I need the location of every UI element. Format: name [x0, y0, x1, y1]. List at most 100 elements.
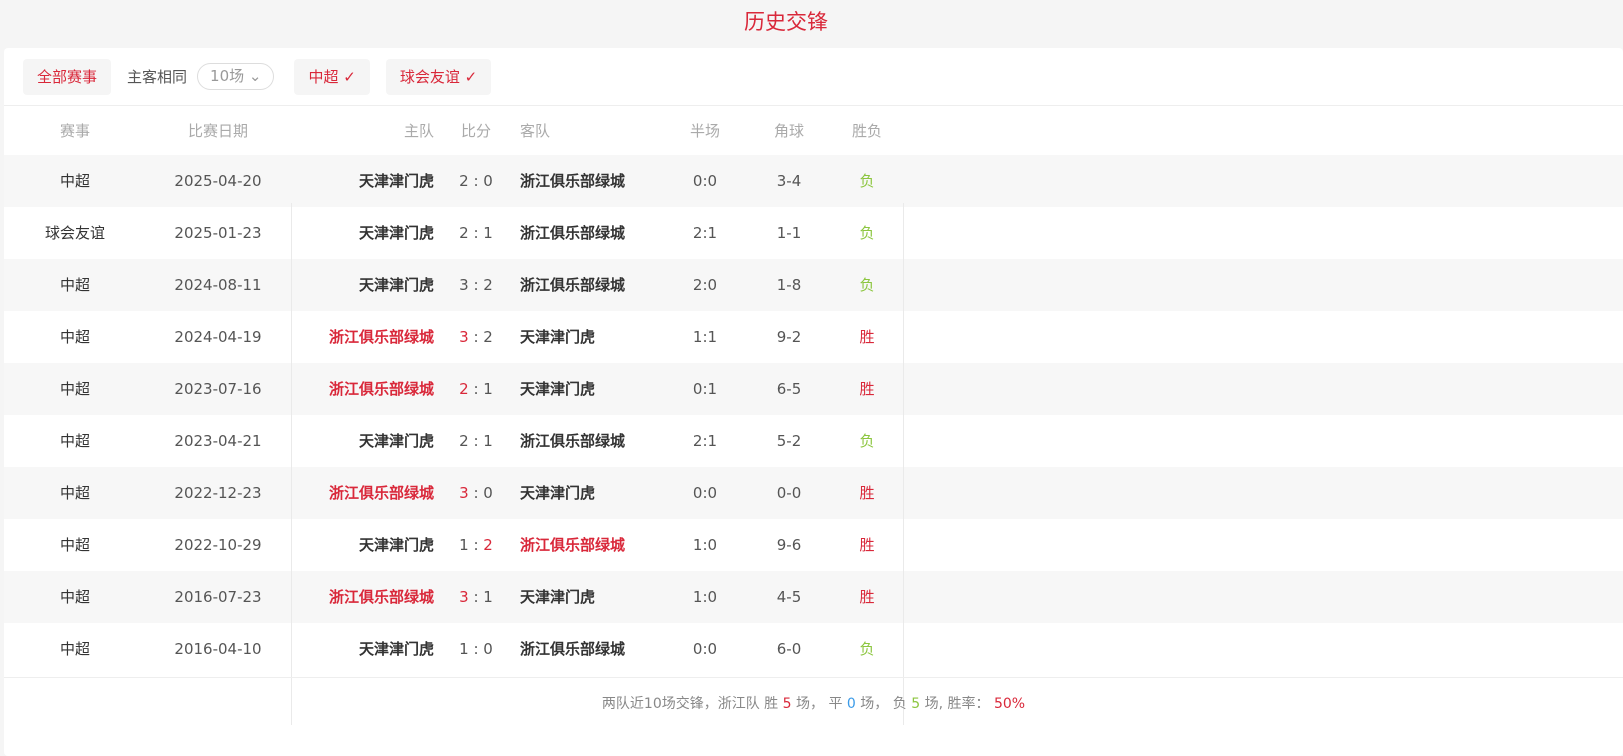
- half-cell: 2:1: [692, 224, 718, 242]
- home-team-cell: 天津津门虎: [358, 536, 434, 554]
- home-team-cell: 浙江俱乐部绿城: [328, 484, 434, 502]
- league-cell: 中超: [59, 484, 90, 502]
- page-title: 历史交锋: [744, 10, 828, 34]
- away-team-cell: 浙江俱乐部绿城: [520, 224, 626, 242]
- half-cell: 1:1: [692, 328, 718, 346]
- header-cell: 赛事: [59, 122, 90, 140]
- table-row[interactable]: 中超 2025-04-20 天津津门虎 2 : 0 浙江俱乐部绿城 0:0 3-4 负: [4, 155, 1623, 207]
- away-score: 1: [483, 432, 493, 450]
- away-team-cell: 天津津门虎: [520, 328, 596, 346]
- table-row[interactable]: 中超 2016-04-10 天津津门虎 1 : 0 浙江俱乐部绿城 0:0 6-0 负: [4, 623, 1623, 675]
- table-row[interactable]: 中超 2016-07-23 浙江俱乐部绿城 3 : 1 天津津门虎 1:0 4-5 胜: [4, 571, 1623, 623]
- half-cell: 2:0: [692, 276, 718, 294]
- away-team-cell: 浙江俱乐部绿城: [520, 536, 626, 554]
- table-row[interactable]: 中超 2024-04-19 浙江俱乐部绿城 3 : 2 天津津门虎 1:1 9-2 胜: [4, 311, 1623, 363]
- score-cell: 3 : 0: [416, 467, 536, 519]
- corner-cell: 6-0: [776, 640, 802, 658]
- score-separator: :: [468, 172, 484, 190]
- corner-cell: 1-8: [776, 276, 802, 294]
- date-cell: 2023-07-16: [174, 380, 262, 398]
- header-cell: 角球: [773, 122, 804, 140]
- summary-text: 场， 平: [796, 696, 843, 712]
- half-cell: 0:0: [692, 172, 718, 190]
- summary-text: 场， 负: [860, 696, 907, 712]
- home-team-cell: 浙江俱乐部绿城: [328, 588, 434, 606]
- result-cell: 胜: [859, 380, 875, 398]
- filter-csl[interactable]: 中超 ✓: [294, 58, 370, 95]
- score-cell: 2 : 1: [416, 363, 536, 415]
- score-separator: :: [468, 484, 484, 502]
- filter-friendly[interactable]: 球会友谊 ✓: [385, 58, 492, 95]
- header-cell: 客队: [520, 122, 551, 140]
- score-cell: 1 : 2: [416, 519, 536, 571]
- home-score: 2: [459, 432, 469, 450]
- home-score: 3: [459, 328, 469, 346]
- away-team-cell: 天津津门虎: [520, 588, 596, 606]
- all-matches-button[interactable]: 全部赛事: [23, 58, 112, 95]
- score-cell: 3 : 1: [416, 571, 536, 623]
- score-cell: 1 : 0: [416, 623, 536, 675]
- away-team-cell: 浙江俱乐部绿城: [520, 432, 626, 450]
- league-cell: 中超: [59, 172, 90, 190]
- result-cell: 负: [859, 224, 875, 242]
- corner-cell: 5-2: [776, 432, 802, 450]
- header-cell: 比赛日期: [187, 122, 248, 140]
- table-row[interactable]: 中超 2023-04-21 天津津门虎 2 : 1 浙江俱乐部绿城 2:1 5-2 负: [4, 415, 1623, 467]
- check-icon: ✓: [464, 67, 478, 86]
- score-cell: 2 : 0: [416, 155, 536, 207]
- table-row[interactable]: 中超 2022-10-29 天津津门虎 1 : 2 浙江俱乐部绿城 1:0 9-6 胜: [4, 519, 1623, 571]
- home-team-cell: 天津津门虎: [358, 432, 434, 450]
- home-team-cell: 天津津门虎: [358, 640, 434, 658]
- home-score: 1: [459, 640, 469, 658]
- check-icon: ✓: [343, 67, 356, 86]
- summary-losses: 5: [911, 696, 921, 712]
- chevron-down-icon: ⌄: [248, 67, 262, 85]
- away-score: 0: [483, 640, 493, 658]
- league-cell: 中超: [59, 328, 90, 346]
- home-team-cell: 天津津门虎: [358, 172, 434, 190]
- match-count-select[interactable]: 10场 ⌄: [197, 63, 275, 90]
- score-cell: 3 : 2: [416, 259, 536, 311]
- table-row[interactable]: 中超 2024-08-11 天津津门虎 3 : 2 浙江俱乐部绿城 2:0 1-8 负: [4, 259, 1623, 311]
- header-cell: 主队: [403, 122, 434, 140]
- table-row[interactable]: 中超 2022-12-23 浙江俱乐部绿城 3 : 0 天津津门虎 0:0 0-0 胜: [4, 467, 1623, 519]
- result-cell: 负: [859, 640, 875, 658]
- away-score: 2: [483, 328, 493, 346]
- away-team-cell: 天津津门虎: [520, 380, 596, 398]
- corner-cell: 3-4: [776, 172, 802, 190]
- corner-cell: 9-2: [776, 328, 802, 346]
- corner-cell: 4-5: [776, 588, 802, 606]
- corner-cell: 0-0: [776, 484, 802, 502]
- divider: [903, 203, 904, 725]
- result-cell: 负: [859, 432, 875, 450]
- away-team-cell: 天津津门虎: [520, 484, 596, 502]
- result-cell: 胜: [859, 536, 875, 554]
- home-score: 3: [459, 484, 469, 502]
- same-home-away-toggle[interactable]: 主客相同: [127, 68, 188, 86]
- header-cell: 比分: [460, 122, 491, 140]
- home-team-cell: 浙江俱乐部绿城: [328, 328, 434, 346]
- filter-bar: 全部赛事 主客相同 10场 ⌄ 中超 ✓ 球会友谊 ✓: [4, 48, 1623, 106]
- away-score: 1: [483, 380, 493, 398]
- result-cell: 负: [859, 276, 875, 294]
- table-row[interactable]: 中超 2023-07-16 浙江俱乐部绿城 2 : 1 天津津门虎 0:1 6-5 胜: [4, 363, 1623, 415]
- home-score: 3: [459, 276, 469, 294]
- filter-friendly-label: 球会友谊: [399, 67, 460, 86]
- table-header: 赛事 比赛日期 主队 比分 客队 半场 角球 胜负: [4, 107, 1623, 155]
- score-separator: :: [468, 224, 484, 242]
- summary-wins: 5: [782, 696, 792, 712]
- away-score: 2: [483, 536, 493, 554]
- table-row[interactable]: 球会友谊 2025-01-23 天津津门虎 2 : 1 浙江俱乐部绿城 2:1 1-1 负: [4, 207, 1623, 259]
- score-separator: :: [468, 432, 484, 450]
- home-score: 2: [459, 224, 469, 242]
- home-score: 3: [459, 588, 469, 606]
- date-cell: 2022-10-29: [174, 536, 262, 554]
- away-score: 2: [483, 276, 493, 294]
- score-separator: :: [468, 536, 484, 554]
- corner-cell: 6-5: [776, 380, 802, 398]
- home-team-cell: 天津津门虎: [358, 224, 434, 242]
- league-cell: 中超: [59, 588, 90, 606]
- date-cell: 2024-04-19: [174, 328, 262, 346]
- away-team-cell: 浙江俱乐部绿城: [520, 276, 626, 294]
- divider: [291, 203, 292, 725]
